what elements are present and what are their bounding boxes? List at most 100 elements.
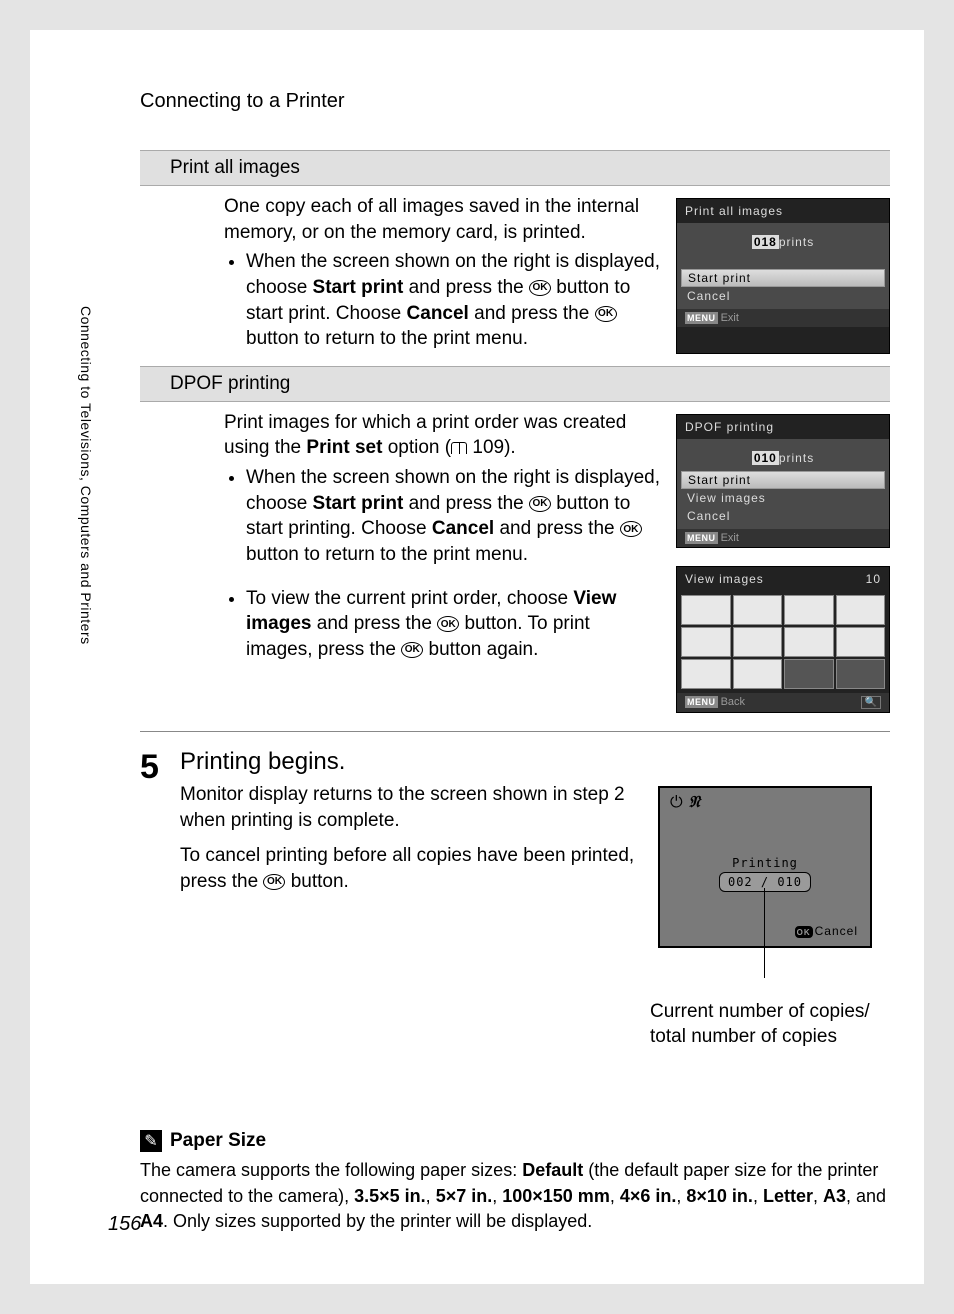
thumb[interactable] — [836, 627, 886, 657]
t: button to return to the print menu. — [246, 328, 528, 349]
ok-icon: OK — [401, 642, 423, 658]
size: 4×6 in. — [620, 1186, 677, 1206]
thumb[interactable] — [681, 659, 731, 689]
size: A3 — [823, 1186, 846, 1206]
step-title: Printing begins. — [180, 748, 890, 776]
lcd-back-label: Back — [721, 696, 745, 708]
section-text-print-all: One copy each of all images saved in the… — [224, 194, 660, 358]
lcd-title: Print all images — [677, 199, 889, 223]
t: Start print — [313, 493, 404, 514]
step5-p1: Monitor display returns to the screen sh… — [180, 782, 638, 833]
lcd-count-label: prints — [779, 235, 814, 249]
power-icon: ⏻ — [670, 794, 683, 812]
step-5: 5 Printing begins. Monitor display retur… — [140, 748, 890, 948]
lcd-title-row: View images 10 — [677, 567, 889, 591]
pencil-icon: ✎ — [140, 1130, 162, 1152]
lcd-count-num: 018 — [752, 235, 779, 249]
scene-icon: 𝔑 — [689, 794, 700, 812]
ok-icon: OK — [529, 280, 551, 296]
size: 8×10 in. — [686, 1186, 753, 1206]
thumb[interactable] — [733, 659, 783, 689]
menu-icon: MENU — [685, 696, 718, 708]
lcd-view-count: 10 — [866, 572, 881, 586]
ok-icon: OK — [795, 926, 813, 938]
lcd-exit-label: Exit — [721, 532, 739, 544]
caption-l1: Current number of copies/ — [650, 1001, 870, 1022]
printing-cancel[interactable]: OKCancel — [795, 924, 858, 938]
page-number: 156 — [108, 1213, 141, 1236]
t: Cancel — [407, 303, 469, 324]
thumb[interactable] — [836, 659, 886, 689]
paper-title-row: ✎ Paper Size — [140, 1130, 890, 1152]
print-all-intro: One copy each of all images saved in the… — [224, 196, 639, 243]
cancel-label: Cancel — [815, 924, 858, 938]
thumb[interactable] — [784, 627, 834, 657]
content: Print all images One copy each of all im… — [140, 150, 890, 948]
lcd-opt-cancel[interactable]: Cancel — [677, 507, 889, 525]
lcd-opt-cancel[interactable]: Cancel — [677, 287, 889, 305]
step-number: 5 — [140, 748, 180, 948]
lcd-view-images: View images 10 MENU Back 🔍 — [676, 566, 890, 713]
lcd-count-num: 010 — [752, 451, 779, 465]
section-heading-dpof: DPOF printing — [140, 366, 890, 402]
lcd-opt-start[interactable]: Start print — [681, 471, 885, 489]
caption-l2: total number of copies — [650, 1026, 837, 1047]
lcd-body: 010prints Start print View images Cancel — [677, 439, 889, 529]
t: , and — [846, 1186, 886, 1206]
t: , — [813, 1186, 823, 1206]
t: and press the — [403, 277, 529, 298]
size: 100×150 mm — [502, 1186, 610, 1206]
lcd-count-label: prints — [779, 451, 814, 465]
lcd-back[interactable]: MENU Back 🔍 — [677, 693, 889, 712]
ok-icon: OK — [437, 616, 459, 632]
lcd-opt-view[interactable]: View images — [677, 489, 889, 507]
ok-icon: OK — [529, 496, 551, 512]
t: and press the — [494, 518, 620, 539]
lcd-exit[interactable]: MENU Exit — [677, 309, 889, 327]
t: button. — [285, 871, 348, 892]
page: Connecting to a Printer Connecting to Te… — [30, 30, 924, 1284]
dpof-bullet-1: When the screen shown on the right is di… — [246, 465, 660, 568]
t: . Only sizes supported by the printer wi… — [163, 1211, 592, 1231]
zoom-icon[interactable]: 🔍 — [861, 696, 881, 709]
thumb[interactable] — [681, 595, 731, 625]
size: 3.5×5 in. — [354, 1186, 426, 1206]
t: Print set — [306, 437, 382, 458]
printing-status: Printing 002 / 010 — [719, 856, 811, 892]
lcd-view-title: View images — [685, 572, 764, 586]
t: and press the — [403, 493, 529, 514]
t: and press the — [311, 613, 437, 634]
section-heading-print-all: Print all images — [140, 150, 890, 186]
t: and press the — [469, 303, 595, 324]
thumb[interactable] — [784, 595, 834, 625]
size: 5×7 in. — [436, 1186, 493, 1206]
thumb[interactable] — [681, 627, 731, 657]
section-body-dpof: Print images for which a print order was… — [140, 402, 890, 725]
book-icon — [451, 442, 467, 454]
size: A4 — [140, 1211, 163, 1231]
thumb[interactable] — [784, 659, 834, 689]
lcd-column-dpof: DPOF printing 010prints Start print View… — [676, 410, 890, 717]
t: , — [610, 1186, 620, 1206]
lcd-count-row: 010prints — [677, 443, 889, 471]
thumb[interactable] — [733, 627, 783, 657]
ok-icon: OK — [595, 306, 617, 322]
thumb[interactable] — [836, 595, 886, 625]
lcd-exit[interactable]: MENU Exit — [677, 529, 889, 547]
ok-icon: OK — [263, 874, 285, 890]
lcd-opt-start[interactable]: Start print — [681, 269, 885, 287]
t: , — [492, 1186, 502, 1206]
dpof-bullet-2: To view the current print order, choose … — [246, 586, 660, 663]
page-header-title: Connecting to a Printer — [140, 90, 345, 113]
printing-label: Printing — [719, 856, 811, 870]
printing-caption: Current number of copies/ total number o… — [650, 1000, 890, 1049]
thumb[interactable] — [733, 595, 783, 625]
section-body-print-all: One copy each of all images saved in the… — [140, 186, 890, 366]
side-tab: Connecting to Televisions, Computers and… — [60, 296, 94, 675]
lcd-print-all: Print all images 018prints Start print C… — [676, 198, 890, 354]
menu-icon: MENU — [685, 532, 718, 544]
t: To view the current print order, choose — [246, 588, 573, 609]
lcd-title: DPOF printing — [677, 415, 889, 439]
section-text-dpof: Print images for which a print order was… — [224, 410, 660, 717]
t: The camera supports the following paper … — [140, 1160, 522, 1180]
